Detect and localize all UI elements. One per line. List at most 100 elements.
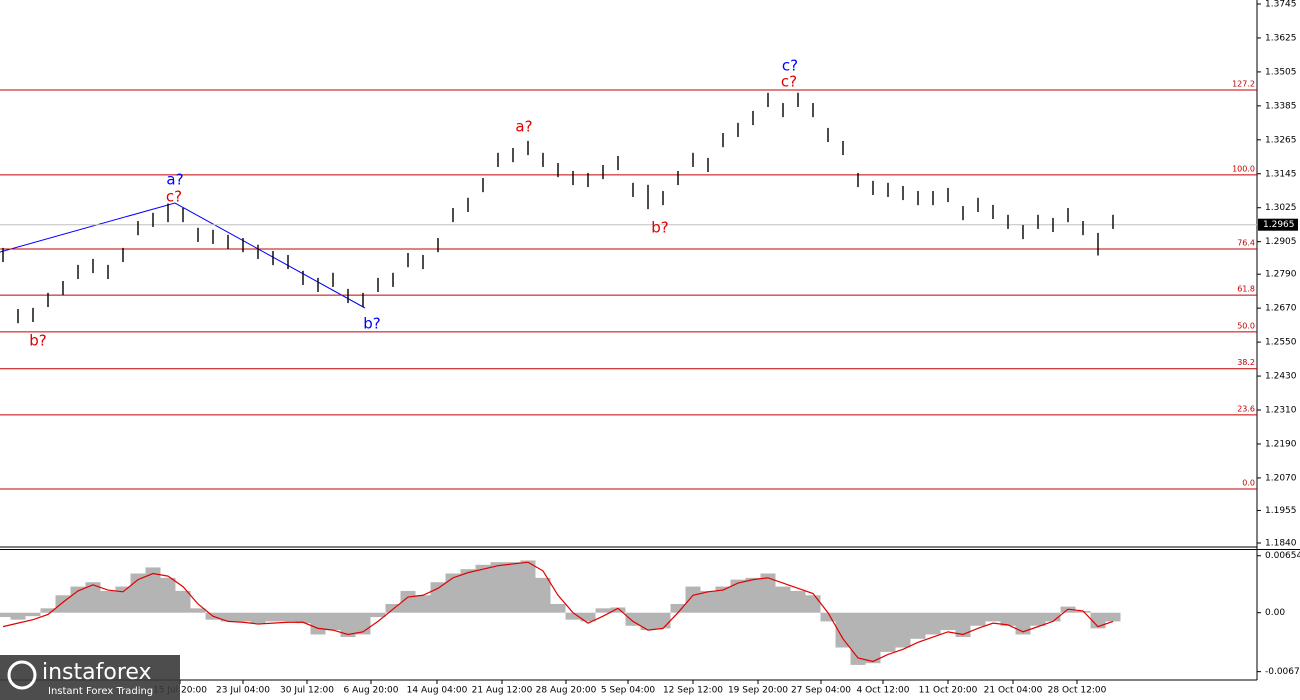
- x-tick-label: 19 Sep 20:00: [728, 686, 788, 696]
- macd-bar: [325, 612, 341, 631]
- fib-label: 100.0: [1232, 164, 1255, 173]
- macd-bar: [580, 612, 596, 622]
- wave-line: [0, 202, 366, 309]
- macd-bar: [310, 612, 326, 635]
- macd-bar: [115, 586, 131, 613]
- macd-bar: [985, 612, 1001, 622]
- macd-bar: [655, 612, 671, 629]
- macd-bar: [220, 612, 236, 622]
- macd-bar: [175, 590, 191, 613]
- macd-bar: [790, 590, 806, 613]
- macd-bar: [250, 612, 266, 624]
- macd-bar: [1105, 612, 1121, 622]
- macd-bar: [505, 562, 521, 613]
- macd-bar: [1090, 612, 1106, 629]
- wave-label: c?: [166, 188, 182, 206]
- x-tick-label: 4 Oct 12:00: [857, 686, 910, 696]
- x-tick-label: 30 Jul 12:00: [280, 686, 334, 696]
- macd-bar: [1030, 612, 1046, 626]
- macd-bar: [610, 607, 626, 613]
- fib-label: 50.0: [1237, 321, 1255, 330]
- y-tick-label: 1.2310: [1265, 406, 1297, 416]
- y-tick-label: 1.3025: [1265, 203, 1297, 213]
- y-tick-label: 1.3745: [1265, 0, 1297, 10]
- fib-label: 38.2: [1237, 358, 1255, 367]
- x-tick-label: 14 Aug 04:00: [407, 686, 468, 696]
- macd-bar: [880, 612, 896, 652]
- macd-bar: [775, 586, 791, 613]
- y-tick-label: 0.00: [1265, 608, 1285, 618]
- x-tick-label: 12 Sep 12:00: [663, 686, 723, 696]
- macd-bar: [550, 603, 566, 613]
- fib-label: 0.0: [1242, 478, 1255, 487]
- logo-icon: [7, 660, 37, 690]
- wave-label: c?: [782, 57, 798, 75]
- macd-bar: [40, 608, 56, 613]
- macd-bar: [100, 590, 116, 613]
- macd-bar: [340, 612, 356, 638]
- macd-bar: [940, 612, 956, 631]
- macd-bar: [235, 612, 251, 622]
- y-tick-label: 1.3505: [1265, 67, 1297, 77]
- y-tick-label: 1.2550: [1265, 338, 1297, 348]
- macd-bar: [160, 577, 176, 613]
- current-price-box: [1258, 218, 1298, 231]
- macd-bar: [1075, 610, 1091, 613]
- y-tick-label: 0.00654: [1265, 551, 1300, 561]
- macd-bar: [850, 612, 866, 665]
- macd-bar: [295, 612, 311, 624]
- macd-bar: [865, 612, 881, 664]
- current-price-label: 1.2965: [1263, 220, 1295, 230]
- macd-bar: [25, 612, 41, 617]
- macd-bar: [730, 579, 746, 613]
- y-tick-label: 1.2430: [1265, 372, 1297, 382]
- macd-bar: [925, 612, 941, 635]
- wave-label: a?: [515, 118, 532, 136]
- y-tick-label: 1.1840: [1265, 539, 1297, 549]
- macd-bar: [535, 577, 551, 613]
- macd-bar: [745, 577, 761, 613]
- macd-bar: [520, 560, 536, 613]
- macd-bar: [430, 582, 446, 613]
- macd-bar: [1015, 612, 1031, 635]
- macd-bar: [445, 573, 461, 613]
- x-tick-label: 27 Sep 04:00: [791, 686, 851, 696]
- macd-bar: [835, 612, 851, 648]
- wave-label: b?: [363, 315, 380, 333]
- wave-label: b?: [29, 332, 46, 350]
- y-tick-label: 1.1955: [1265, 506, 1297, 516]
- x-tick-label: 11 Oct 20:00: [919, 686, 978, 696]
- macd-bar: [715, 586, 731, 613]
- macd-bar: [670, 603, 686, 613]
- logo-name: instaforex: [42, 660, 152, 685]
- macd-bar: [10, 612, 26, 620]
- x-tick-label: 6 Aug 20:00: [344, 686, 399, 696]
- fib-label: 23.6: [1237, 404, 1255, 413]
- x-tick-label: 21 Aug 12:00: [472, 686, 533, 696]
- y-tick-label: 1.2670: [1265, 304, 1297, 314]
- y-tick-label: 1.2070: [1265, 473, 1297, 483]
- macd-bar: [820, 612, 836, 622]
- macd-bar: [685, 586, 701, 613]
- x-tick-label: 5 Sep 04:00: [601, 686, 656, 696]
- y-tick-label: 1.3625: [1265, 33, 1297, 43]
- x-tick-label: 21 Oct 04:00: [984, 686, 1043, 696]
- macd-bar: [700, 590, 716, 613]
- macd-bar: [595, 608, 611, 613]
- macd-bar: [265, 612, 281, 622]
- macd-bar: [970, 612, 986, 626]
- y-tick-label: 1.3265: [1265, 135, 1297, 145]
- x-tick-label: 23 Jul 04:00: [216, 686, 270, 696]
- macd-bar: [415, 595, 431, 613]
- macd-bar: [760, 573, 776, 613]
- logo-background: [0, 655, 180, 700]
- macd-bar: [370, 612, 386, 618]
- macd-bar: [475, 564, 491, 613]
- logo: instaforex Instant Forex Trading: [0, 655, 180, 700]
- macd-bar: [955, 612, 971, 638]
- signal-line: [2, 561, 1114, 663]
- macd-bar: [460, 569, 476, 613]
- x-tick-label: 28 Oct 12:00: [1048, 686, 1107, 696]
